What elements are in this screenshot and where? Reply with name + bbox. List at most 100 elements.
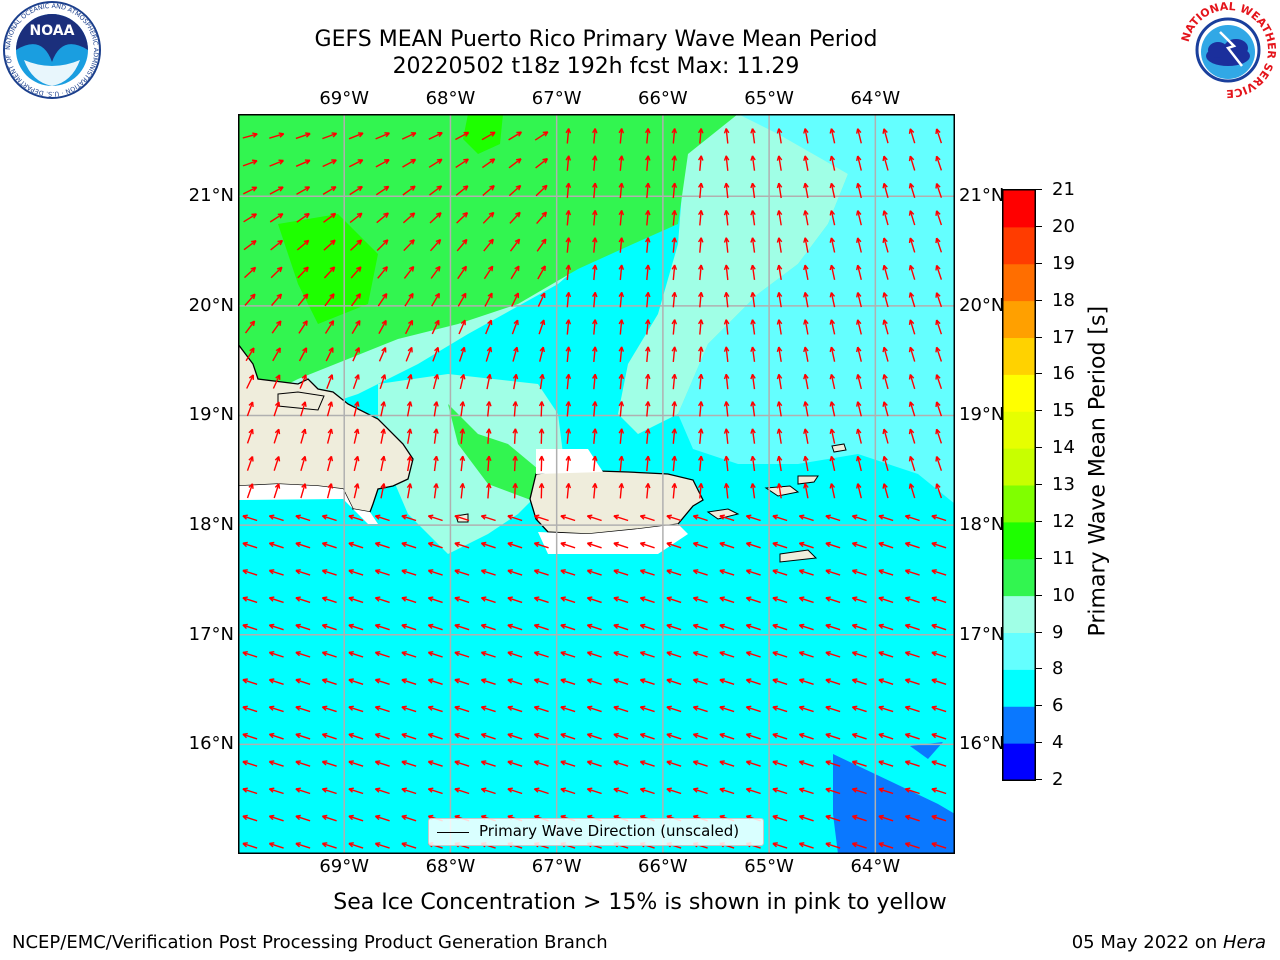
wave-arrow-head [586, 542, 592, 548]
wave-arrow-head [512, 455, 517, 461]
wave-arrow [852, 597, 867, 604]
wave-arrow-head [803, 401, 806, 407]
wave-arrow-head [321, 624, 327, 630]
wave-arrow [719, 706, 735, 713]
wave-arrow-head [618, 291, 623, 297]
wave-arrow-head [487, 319, 492, 325]
wave-arrow [909, 292, 916, 308]
wave-arrow-head [513, 346, 518, 352]
wave-arrow-head [803, 155, 806, 161]
wave-arrow [454, 679, 470, 685]
wave-arrow [348, 760, 364, 767]
wave-arrow [566, 374, 570, 390]
wave-arrow-head [613, 515, 618, 520]
wave-arrow-head [454, 788, 459, 793]
wave-arrow [619, 210, 623, 226]
wave-arrow [587, 542, 602, 549]
wave-arrow [296, 239, 310, 251]
wave-arrow [566, 401, 570, 417]
wave-arrow-head [592, 483, 596, 489]
wave-arrow [931, 733, 947, 740]
wave-arrow-head [829, 483, 833, 489]
colorbar-tick-mark [1036, 262, 1042, 264]
wave-arrow-head [586, 624, 592, 630]
wave-arrow-head [539, 373, 544, 379]
wave-arrow [935, 428, 943, 444]
colorbar-segment [1003, 190, 1035, 228]
footer-date-text: 05 May 2022 on [1071, 932, 1223, 953]
wave-arrow [269, 733, 284, 740]
wave-arrow [433, 401, 438, 417]
wave-arrow [269, 651, 284, 658]
wave-arrow-head [565, 373, 570, 379]
wave-arrow-head [242, 761, 247, 766]
wave-arrow [778, 483, 782, 499]
wave-arrow [725, 292, 729, 308]
wave-arrow-head [533, 788, 539, 793]
wave-arrow-head [515, 158, 522, 161]
period-10-11-region [238, 114, 738, 414]
wave-arrow [402, 185, 416, 196]
wave-arrow-head [719, 651, 724, 657]
wave-arrow [407, 456, 411, 472]
wave-arrow [852, 706, 867, 713]
wave-arrow [878, 815, 894, 822]
wave-arrow-head [803, 210, 806, 216]
wave-arrow [799, 760, 814, 767]
wave-arrow [401, 651, 417, 658]
wave-period-map [238, 114, 955, 854]
wave-arrow-head [321, 569, 327, 575]
wave-arrow-head [772, 733, 777, 739]
wave-arrow-head [374, 842, 380, 848]
wave-arrow [751, 237, 756, 253]
wave-arrow-head [356, 239, 362, 243]
wave-arrow-head [304, 212, 310, 216]
wave-arrow-head [406, 483, 411, 489]
wave-arrow [348, 159, 364, 168]
wave-arrow-head [592, 264, 596, 270]
wave-arrow [593, 155, 596, 171]
wave-arrow [799, 624, 814, 631]
wave-arrow [857, 237, 862, 253]
wave-arrow [454, 651, 470, 658]
wave-arrow [485, 319, 492, 335]
wave-arrow [619, 128, 623, 144]
wave-arrow-head [750, 182, 754, 189]
wave-arrow-head [618, 401, 623, 407]
wave-arrow-head [803, 319, 806, 325]
wave-arrow [935, 319, 943, 335]
wave-arrow-head [851, 624, 857, 630]
wave-arrow-head [750, 346, 754, 352]
colorbar-tick-mark [1036, 373, 1042, 375]
wave-arrow-head [512, 401, 517, 407]
wave-arrow [883, 183, 889, 198]
wave-arrow-head [592, 319, 596, 325]
wave-arrow-head [507, 651, 512, 657]
wave-arrow [931, 760, 947, 767]
wave-arrow [322, 679, 337, 685]
wave-arrow [348, 842, 364, 849]
wave-arrow-head [401, 515, 406, 520]
colorbar-tick-mark [1036, 447, 1042, 449]
wave-arrow-head [878, 706, 883, 711]
wave-arrow [348, 651, 364, 658]
wave-arrow-head [908, 428, 911, 435]
wave-arrow [511, 319, 519, 335]
wave-arrow-head [592, 428, 596, 434]
wave-arrow [878, 760, 894, 767]
wave-arrow [751, 428, 756, 444]
wave-arrow [909, 265, 916, 280]
wave-arrow-head [427, 651, 433, 657]
wave-arrow-head [560, 569, 565, 575]
wave-arrow-head [301, 374, 307, 379]
wave-arrow [825, 542, 841, 549]
wave-arrow [295, 515, 311, 522]
wave-arrow [270, 239, 283, 251]
wave-arrow-head [463, 158, 469, 161]
wave-arrow-head [882, 456, 885, 462]
wave-arrow [878, 542, 894, 549]
wave-arrow [746, 569, 761, 576]
wave-arrow-head [723, 182, 727, 189]
land-puerto-rico [529, 469, 704, 535]
wave-arrow-head [613, 624, 618, 630]
